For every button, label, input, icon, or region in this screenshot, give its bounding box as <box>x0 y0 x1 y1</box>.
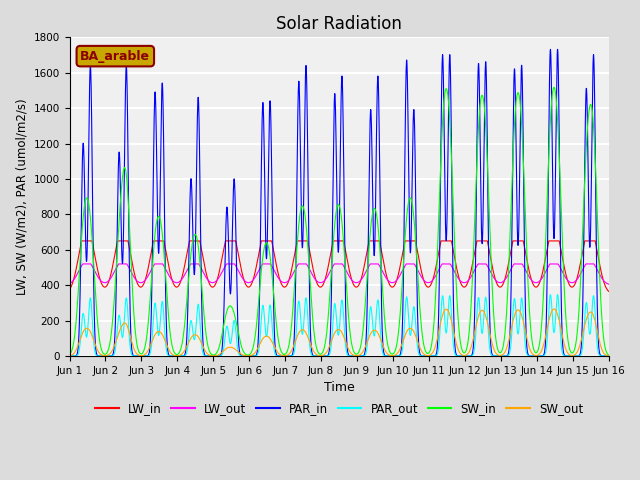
SW_in <box>430 319 438 325</box>
SW_in <box>491 322 499 327</box>
LW_out <box>66 281 74 287</box>
SW_in <box>604 352 612 358</box>
PAR_in <box>163 323 170 328</box>
PAR_out <box>554 292 561 298</box>
PAR_in <box>604 353 612 359</box>
PAR_out <box>319 353 326 359</box>
LW_out <box>79 261 87 267</box>
LW_out <box>491 276 499 281</box>
Y-axis label: LW, SW (W/m2), PAR (umol/m2/s): LW, SW (W/m2), PAR (umol/m2/s) <box>15 98 28 295</box>
LW_out <box>605 281 612 287</box>
Title: Solar Radiation: Solar Radiation <box>276 15 402 33</box>
LW_in <box>319 282 327 288</box>
PAR_out <box>66 353 74 359</box>
SW_out <box>460 352 468 358</box>
LW_out <box>460 280 468 286</box>
Text: BA_arable: BA_arable <box>80 49 150 62</box>
PAR_in <box>430 353 438 359</box>
SW_out <box>163 341 170 347</box>
Line: LW_out: LW_out <box>70 264 609 284</box>
PAR_out <box>604 353 612 359</box>
SW_out <box>319 352 327 358</box>
SW_out <box>66 353 74 359</box>
LW_in <box>163 252 170 257</box>
LW_out <box>430 276 438 281</box>
SW_out <box>604 353 612 359</box>
SW_in <box>163 285 170 290</box>
SW_in <box>66 352 74 358</box>
PAR_in <box>460 353 468 359</box>
PAR_in <box>554 47 561 52</box>
PAR_in <box>319 353 326 359</box>
LW_in <box>430 273 438 278</box>
PAR_out <box>163 347 170 353</box>
PAR_in <box>66 353 74 359</box>
LW_out <box>163 268 170 274</box>
SW_out <box>244 353 252 359</box>
SW_in <box>550 84 558 90</box>
PAR_out <box>460 353 468 359</box>
PAR_in <box>605 353 612 359</box>
PAR_in <box>490 353 498 359</box>
Line: SW_in: SW_in <box>70 87 609 355</box>
PAR_out <box>430 353 438 359</box>
LW_out <box>319 279 327 285</box>
Line: PAR_out: PAR_out <box>70 295 609 356</box>
LW_in <box>66 287 74 292</box>
LW_in <box>491 273 499 279</box>
LW_in <box>604 288 612 294</box>
Legend: LW_in, LW_out, PAR_in, PAR_out, SW_in, SW_out: LW_in, LW_out, PAR_in, PAR_out, SW_in, S… <box>90 398 588 420</box>
LW_out <box>604 281 612 287</box>
SW_in <box>460 350 468 356</box>
PAR_out <box>490 353 498 359</box>
Line: PAR_in: PAR_in <box>70 49 609 356</box>
Line: SW_out: SW_out <box>70 309 609 356</box>
SW_in <box>605 352 612 358</box>
PAR_out <box>605 353 612 359</box>
Line: LW_in: LW_in <box>70 241 609 291</box>
SW_out <box>491 348 499 353</box>
LW_in <box>605 288 612 294</box>
X-axis label: Time: Time <box>324 381 355 394</box>
SW_out <box>430 347 438 353</box>
LW_in <box>78 238 86 244</box>
SW_out <box>550 306 558 312</box>
SW_in <box>319 349 327 355</box>
SW_in <box>244 352 252 358</box>
LW_in <box>460 284 468 290</box>
SW_out <box>605 353 612 359</box>
